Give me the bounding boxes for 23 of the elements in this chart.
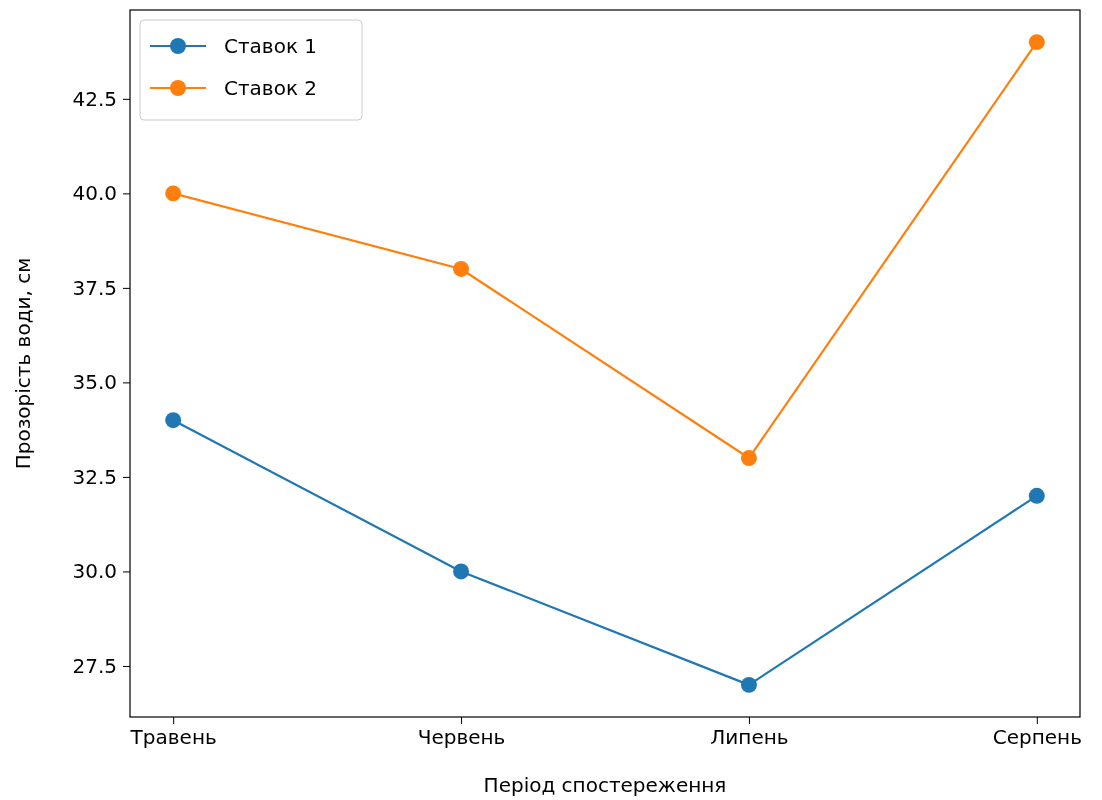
y-tick-label: 37.5 <box>72 275 117 300</box>
x-tick-label: Липень <box>710 725 789 750</box>
legend-label: Ставок 2 <box>224 76 318 100</box>
y-tick-label: 40.0 <box>72 181 117 206</box>
point <box>453 261 470 277</box>
point <box>1028 487 1045 504</box>
point <box>740 450 757 466</box>
point <box>165 412 182 429</box>
x-axis-title: Період спостереження <box>483 773 727 797</box>
y-tick-label: 32.5 <box>72 464 117 489</box>
y-tick-label: 27.5 <box>72 653 117 678</box>
y-tick-label: 42.5 <box>72 86 117 111</box>
point <box>165 185 182 202</box>
x-tick-label: Серпень <box>992 725 1082 750</box>
y-tick-label: 35.0 <box>72 370 117 395</box>
point <box>453 563 470 580</box>
legend-label: Ставок 1 <box>224 34 318 58</box>
y-tick-label: 30.0 <box>72 559 117 584</box>
point <box>740 676 757 693</box>
x-tick-label: Червень <box>417 725 506 750</box>
x-tick-label: Травень <box>129 725 217 750</box>
point <box>1028 34 1045 51</box>
y-axis-title: Прозорість води, см <box>11 257 35 470</box>
